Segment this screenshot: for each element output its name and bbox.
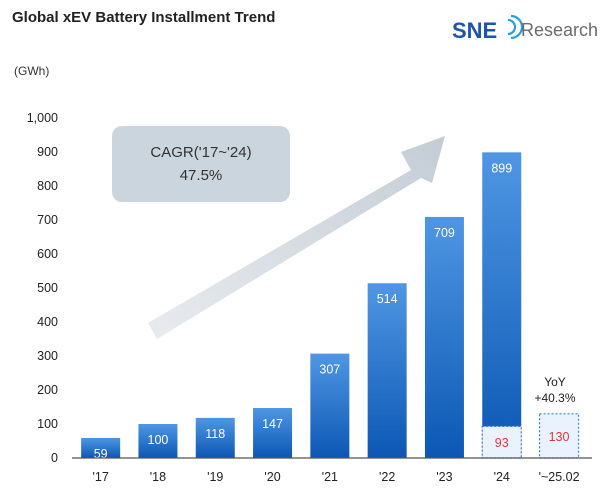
y-tick-label: 600 bbox=[37, 247, 58, 261]
cagr-annotation: CAGR('17~'24) 47.5% bbox=[112, 126, 290, 202]
y-tick-label: 100 bbox=[37, 417, 58, 431]
cagr-value: 47.5% bbox=[180, 167, 223, 184]
bar-value-label: 709 bbox=[434, 226, 455, 240]
bar-value-label: 118 bbox=[205, 427, 225, 441]
highlight-value-label: 130 bbox=[549, 430, 570, 444]
bar bbox=[367, 283, 407, 458]
logo-mark: SNE bbox=[452, 18, 497, 43]
bar bbox=[253, 408, 293, 458]
y-axis-unit: (GWh) bbox=[14, 64, 49, 78]
bar bbox=[81, 437, 121, 458]
sne-research-logo: SNE Research bbox=[452, 14, 598, 43]
x-tick-label: '22 bbox=[379, 470, 395, 484]
trend-arrow bbox=[148, 136, 445, 339]
yoy-label: YoY bbox=[544, 375, 566, 389]
logo-word: Research bbox=[521, 20, 598, 40]
yoy-annotation: YoY +40.3% bbox=[534, 375, 575, 405]
y-tick-label: 500 bbox=[37, 281, 58, 295]
bar bbox=[310, 353, 350, 458]
bar-value-label: 514 bbox=[377, 292, 398, 306]
y-tick-label: 900 bbox=[37, 145, 58, 159]
y-tick-label: 1,000 bbox=[27, 111, 58, 125]
bar bbox=[138, 424, 178, 458]
bar-value-label: 307 bbox=[319, 363, 340, 377]
highlight-bar bbox=[481, 425, 522, 459]
cagr-label: CAGR('17~'24) bbox=[150, 144, 251, 161]
x-tick-label: '~25.02 bbox=[539, 470, 580, 484]
x-tick-label: '19 bbox=[207, 470, 223, 484]
bar-value-label: 59 bbox=[94, 447, 108, 461]
y-tick-label: 700 bbox=[37, 213, 58, 227]
y-tick-label: 800 bbox=[37, 179, 58, 193]
highlight-bar bbox=[538, 413, 580, 459]
y-tick-label: 400 bbox=[37, 315, 58, 329]
y-tick-label: 0 bbox=[51, 451, 58, 465]
y-tick-label: 200 bbox=[37, 383, 58, 397]
bar-value-label: 899 bbox=[491, 161, 512, 175]
bar bbox=[195, 417, 235, 458]
x-axis-ticks: '17 '18 '19 '20 '21 '22 '23 '24 '~25.02 bbox=[93, 470, 580, 484]
x-tick-label: '17 bbox=[93, 470, 109, 484]
cagr-box bbox=[112, 126, 290, 202]
chart-title: Global xEV Battery Installment Trend bbox=[12, 9, 275, 26]
bar-value-label: 100 bbox=[148, 433, 169, 447]
highlight-value-label: 93 bbox=[495, 436, 509, 450]
bar bbox=[482, 152, 522, 458]
yoy-value: +40.3% bbox=[534, 391, 575, 405]
x-tick-label: '23 bbox=[436, 470, 452, 484]
bars: 59 100 118 147 307 514 709 899 93 130 bbox=[81, 152, 580, 461]
bar bbox=[424, 216, 464, 458]
x-tick-label: '18 bbox=[150, 470, 166, 484]
x-tick-label: '24 bbox=[494, 470, 510, 484]
bar-value-label: 147 bbox=[262, 417, 283, 431]
y-axis-ticks: 0 100 200 300 400 500 600 700 800 900 1,000 bbox=[27, 111, 58, 465]
y-tick-label: 300 bbox=[37, 349, 58, 363]
signal-icon bbox=[507, 14, 524, 40]
x-tick-label: '20 bbox=[264, 470, 280, 484]
x-tick-label: '21 bbox=[322, 470, 338, 484]
